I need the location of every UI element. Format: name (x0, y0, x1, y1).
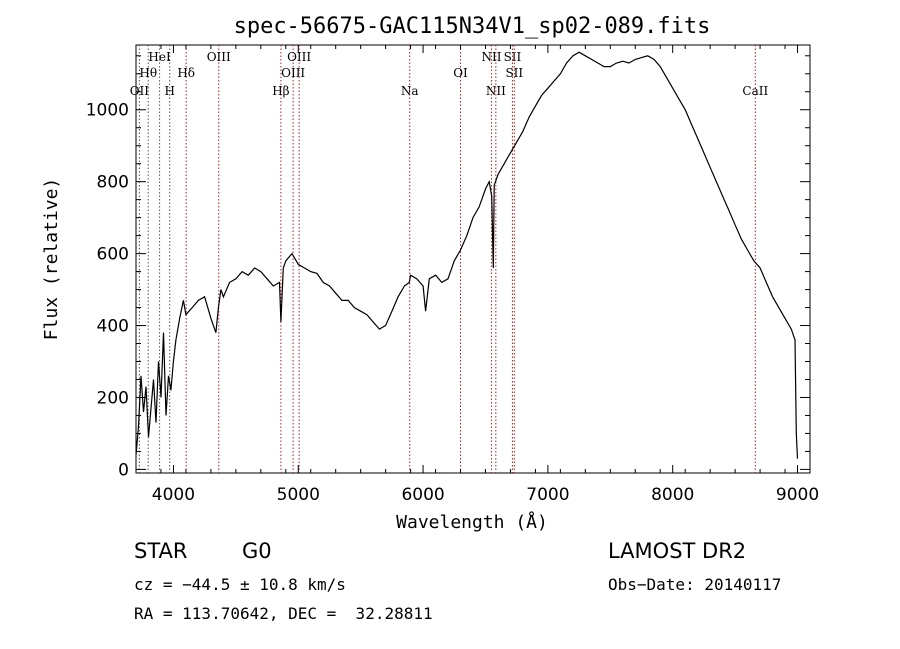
spectrum-line (135, 51, 799, 459)
line-marker-label: Hδ (177, 66, 195, 80)
x-tick-label: 8000 (651, 485, 694, 505)
chart-title: spec-56675-GAC115N34V1_sp02-089.fits (234, 14, 711, 39)
line-marker-label: CaII (742, 84, 768, 98)
x-axis-label: Wavelength (Å) (396, 511, 548, 533)
survey-name: LAMOST DR2 (608, 539, 747, 563)
line-marker-label: Hβ (272, 84, 289, 98)
x-tick-label: 7000 (526, 485, 569, 505)
line-marker-label: OIII (287, 50, 311, 64)
x-tick-label: 4000 (152, 485, 195, 505)
spectrum-chart: spec-56675-GAC115N34V1_sp02-089.fits OII… (41, 14, 819, 533)
line-marker-label: Hθ (139, 66, 157, 80)
y-tick-label: 800 (97, 173, 129, 193)
x-tick-label: 9000 (776, 485, 819, 505)
y-axis: 0 200 400 600 800 1000 (86, 55, 810, 480)
line-marker-label: SII (504, 50, 522, 64)
object-class: STAR (134, 539, 188, 563)
line-marker-label: H (164, 84, 174, 98)
line-marker-label: NII (486, 84, 506, 98)
y-tick-label: 200 (97, 388, 129, 408)
coordinates: RA = 113.70642, DEC = 32.28811 (134, 604, 433, 623)
line-marker-label: Na (401, 84, 419, 98)
line-marker-label: NII (481, 50, 501, 64)
plot-frame (135, 44, 811, 474)
y-tick-label: 400 (97, 317, 129, 337)
y-tick-label: 600 (97, 245, 129, 265)
object-subclass: G0 (242, 539, 272, 563)
line-markers: OIIHθHeIHHδOIIIHβOIIIOIIINaOINIINIISIISI… (130, 45, 768, 473)
line-marker-label: OI (453, 66, 468, 80)
y-tick-label: 0 (118, 460, 129, 480)
x-tick-label: 6000 (401, 485, 444, 505)
observation-date: Obs−Date: 20140117 (608, 575, 782, 594)
y-axis-label: Flux (relative) (41, 178, 62, 341)
line-marker-label: OII (130, 84, 150, 98)
line-marker-label: OIII (207, 50, 231, 64)
line-marker-label: SII (505, 66, 523, 80)
line-marker-label: HeI (148, 50, 171, 64)
x-tick-label: 5000 (277, 485, 320, 505)
line-marker-label: OIII (281, 66, 305, 80)
x-axis: 4000 5000 6000 7000 8000 9000 (135, 45, 819, 505)
redshift-value: cz = −44.5 ± 10.8 km/s (134, 575, 346, 594)
y-tick-label: 1000 (86, 101, 129, 121)
